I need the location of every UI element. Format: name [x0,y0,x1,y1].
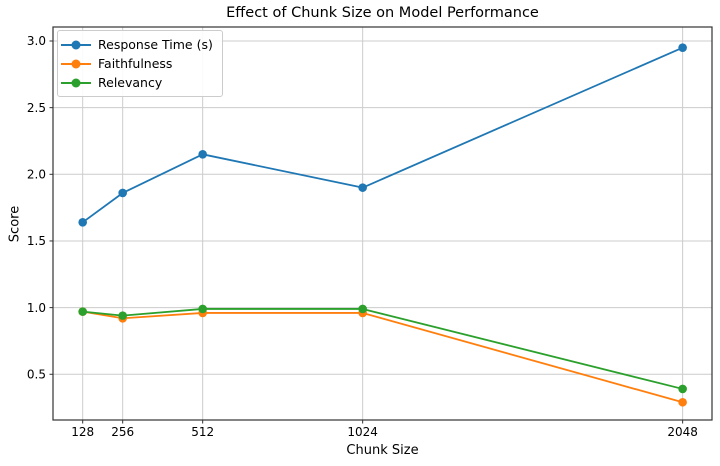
x-tick-label-128: 128 [71,425,94,439]
legend-marker-faithfulness [61,59,91,68]
y-tick-label-2.5: 2.5 [27,101,46,115]
legend-marker-relevancy [61,78,91,87]
legend-label-relevancy: Relevancy [98,75,163,90]
legend-label-faithfulness: Faithfulness [98,56,173,71]
data-point-response-time-s-512 [198,150,207,159]
y-tick-label-0.5: 0.5 [27,367,46,381]
data-point-relevancy-128 [78,307,87,316]
axes-spines [52,26,713,421]
data-point-response-time-s-1024 [358,183,367,192]
legend-dot-icon [71,78,81,87]
chart-title: Effect of Chunk Size on Model Performanc… [226,5,539,21]
x-axis-label: Chunk Size [346,443,419,458]
data-point-response-time-s-2048 [678,43,687,52]
x-tick-label-1024: 1024 [347,425,378,439]
data-point-relevancy-1024 [358,304,367,314]
x-tick-label-256: 256 [111,425,134,439]
y-tick-label-1.0: 1.0 [27,301,46,315]
x-tick-label-2048: 2048 [667,425,698,439]
data-point-relevancy-2048 [678,384,687,394]
y-axis-label: Score [7,205,23,243]
legend-item-faithfulness: Faithfulness [61,54,213,73]
data-point-response-time-s-128 [78,218,87,227]
x-tick-label-512: 512 [191,425,214,439]
legend-item-relevancy: Relevancy [61,73,213,92]
data-point-relevancy-256 [118,311,127,320]
legend: Response Time (s) Faithfulness Relevancy [57,30,223,97]
y-tick-label-3.0: 3.0 [27,34,46,48]
data-point-faithfulness-2048 [678,397,687,407]
data-point-response-time-s-256 [118,188,127,198]
legend-dot-icon [71,40,81,49]
y-tick-label-1.5: 1.5 [27,234,46,248]
y-tick-label-2.0: 2.0 [27,168,46,182]
legend-marker-response-time-s [61,40,91,49]
legend-dot-icon [71,59,81,68]
legend-item-response-time-s: Response Time (s) [61,35,213,54]
data-point-relevancy-512 [198,304,207,314]
legend-label-response-time-s: Response Time (s) [98,37,213,52]
